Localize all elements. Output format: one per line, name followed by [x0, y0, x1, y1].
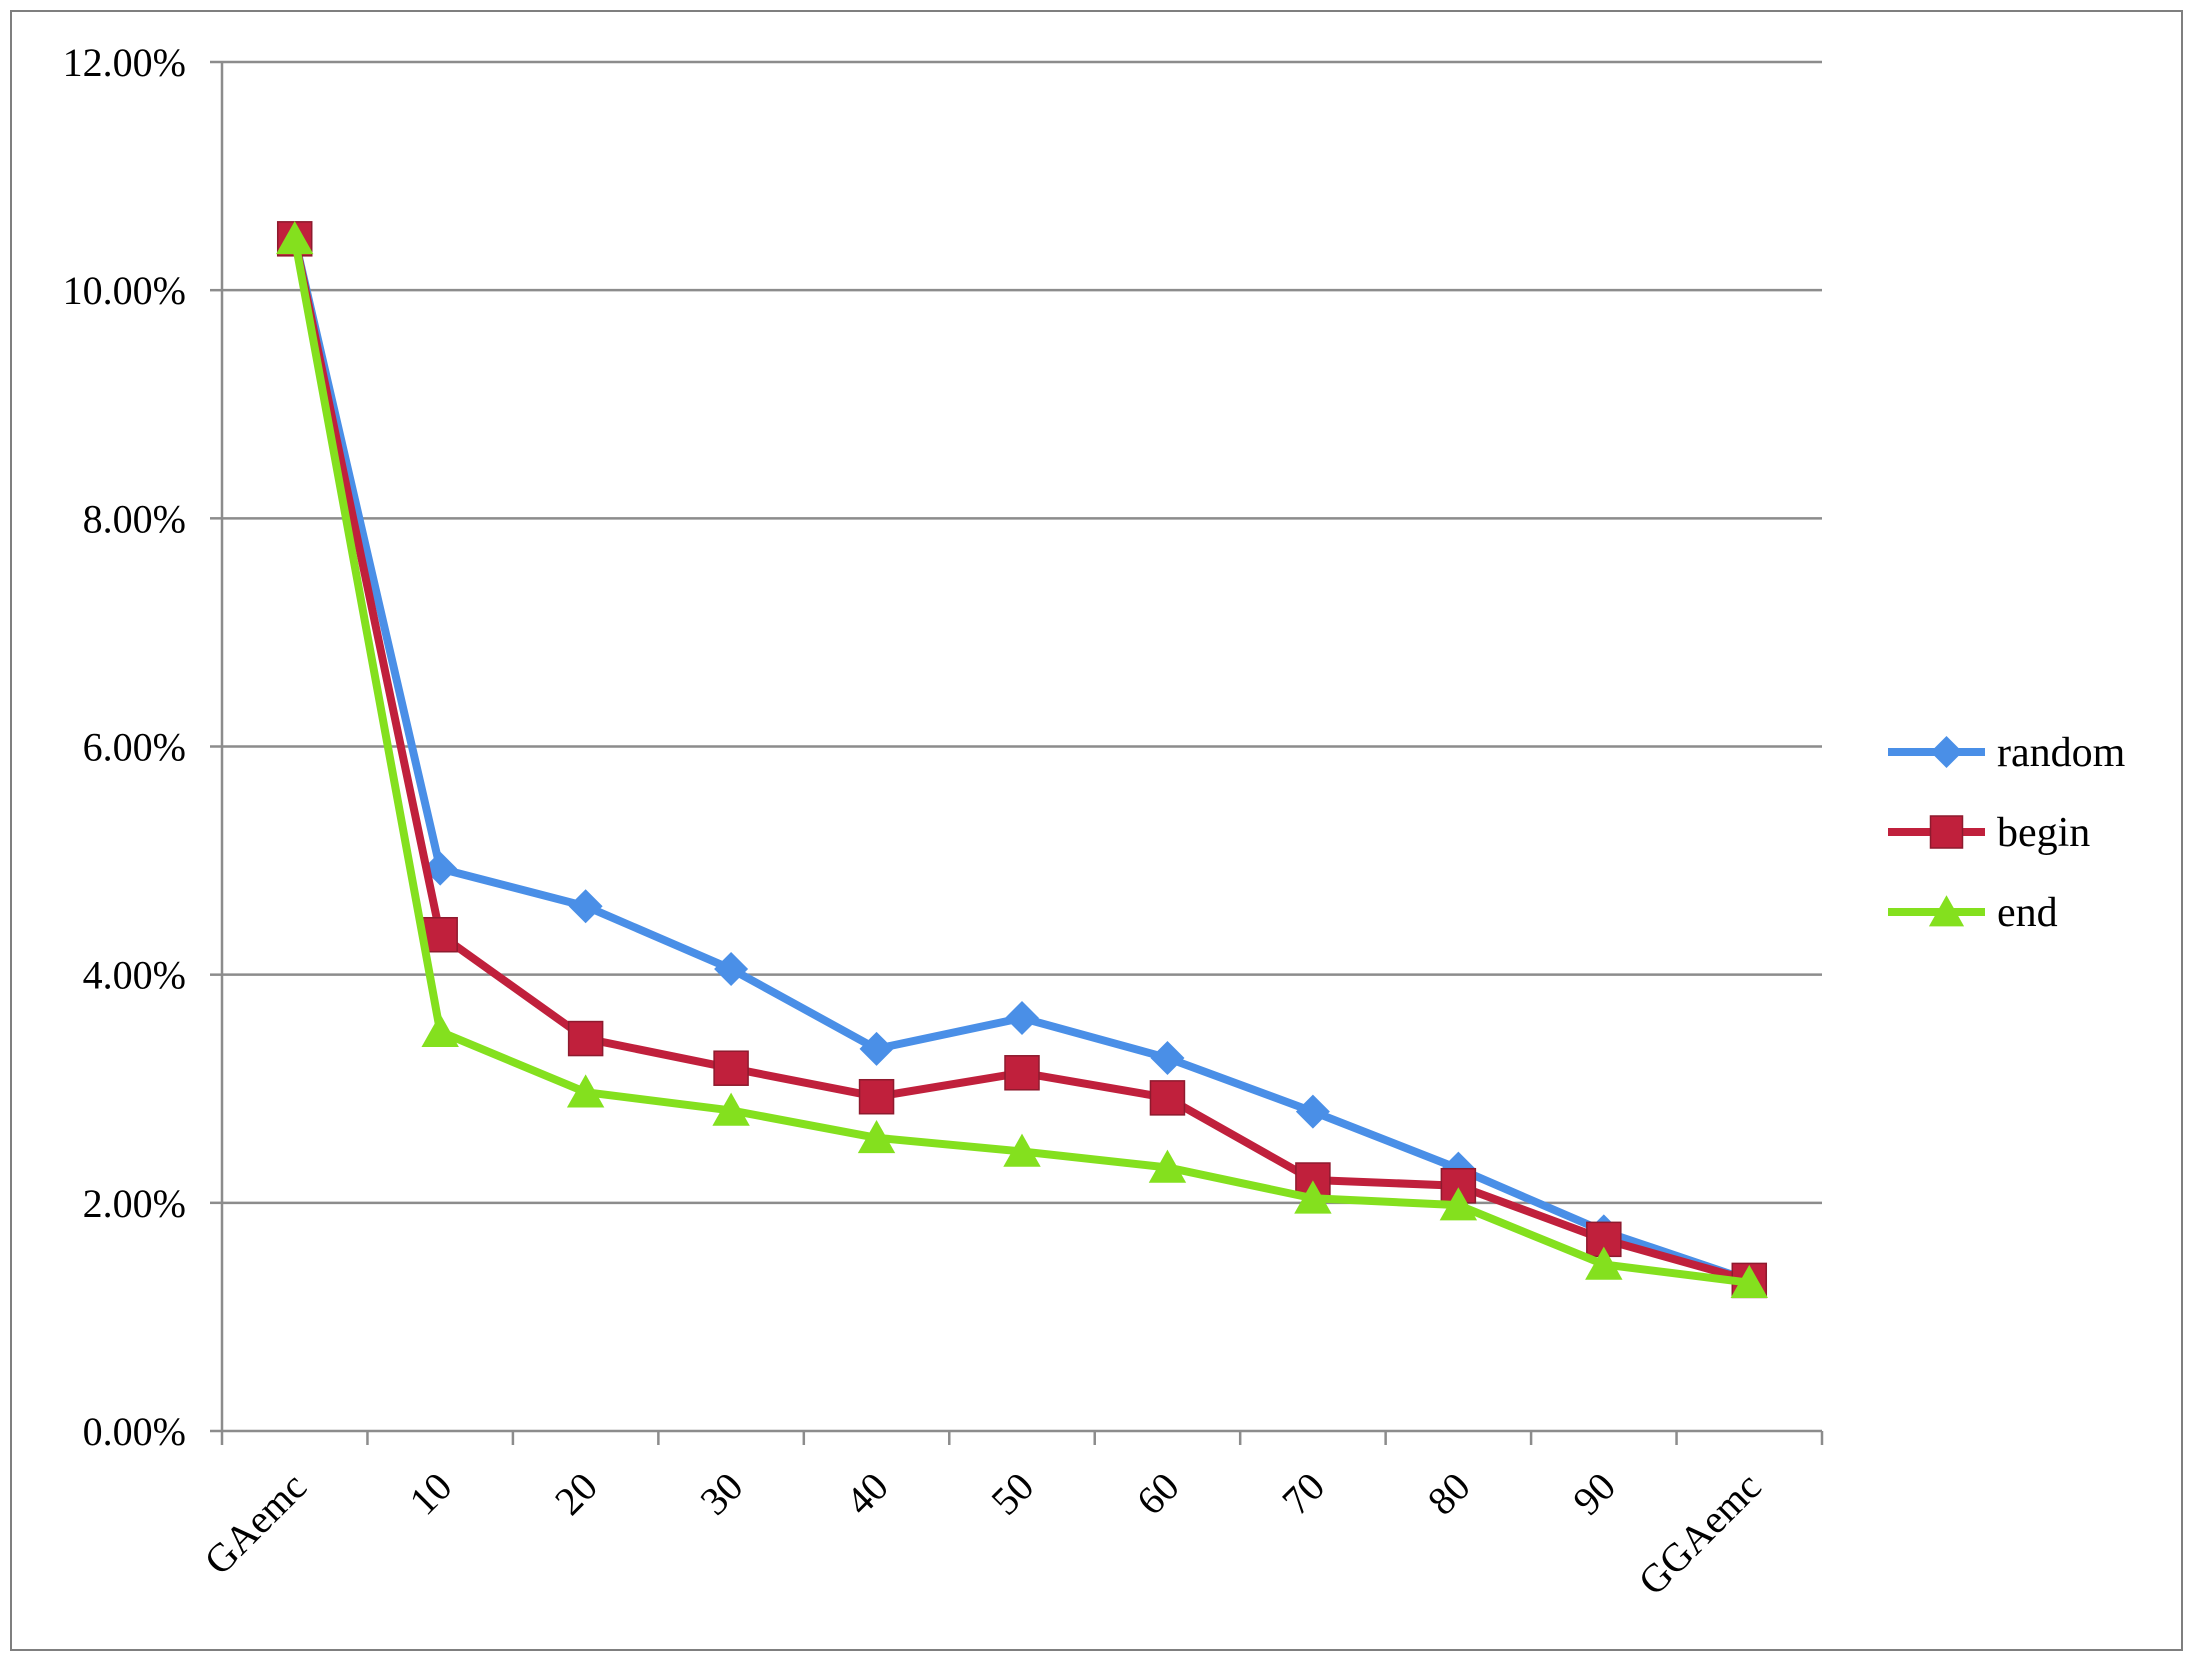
series-end: [276, 220, 1768, 1298]
y-tick-label: 2.00%: [83, 1181, 186, 1226]
y-tick-label: 8.00%: [83, 496, 186, 541]
random-point: [568, 889, 603, 924]
y-tick-label: 0.00%: [83, 1409, 186, 1454]
end-point: [276, 220, 314, 255]
random-point: [1295, 1094, 1330, 1129]
x-tick-label: 50: [982, 1464, 1042, 1524]
x-tick-label: 80: [1419, 1464, 1479, 1524]
begin-point: [1004, 1055, 1040, 1091]
end-point: [1730, 1264, 1768, 1298]
end-point: [1148, 1149, 1187, 1183]
series-line-random: [290, 237, 1751, 1285]
x-tick-label: 70: [1273, 1464, 1333, 1524]
end-point: [857, 1119, 896, 1154]
end-point: [566, 1074, 605, 1108]
begin-point: [1149, 1080, 1186, 1116]
axes: [210, 60, 1824, 1445]
legend-marker: [1929, 815, 1964, 849]
x-tick-label: 60: [1128, 1464, 1188, 1524]
x-tick-label: GAemc: [195, 1464, 315, 1584]
end-point: [1003, 1133, 1041, 1167]
x-tick-label: 30: [691, 1464, 751, 1524]
legend-item-random: random: [1888, 730, 2126, 776]
legend-label: random: [1997, 730, 2126, 776]
y-tick-label: 6.00%: [83, 725, 186, 770]
end-point: [712, 1092, 750, 1126]
random-point: [1150, 1040, 1185, 1075]
legend-item-end: end: [1888, 890, 2058, 936]
y-tick-label: 10.00%: [63, 268, 186, 313]
end-point: [421, 1013, 459, 1048]
y-tick-labels: 0.00% 2.00% 4.00% 6.00% 8.00% 10.00% 12.00%: [63, 40, 186, 1454]
legend-label: end: [1997, 890, 2058, 936]
x-tick-labels: GAemc 10 20 30 40 50 60 70 80 90 GGAemc: [195, 1464, 1769, 1604]
y-tick-label: 12.00%: [63, 40, 186, 85]
legend-label: begin: [1997, 810, 2090, 856]
begin-point: [422, 916, 458, 953]
legend-marker: [1930, 736, 1963, 768]
series-line-begin: [290, 238, 1751, 1285]
random-point: [714, 951, 749, 986]
begin-point: [567, 1020, 604, 1057]
series-begin: [276, 221, 1768, 1299]
random-point: [859, 1031, 894, 1066]
legend-marker: [1928, 895, 1965, 927]
x-tick-label: 20: [546, 1464, 606, 1524]
x-tick-label: 10: [400, 1464, 460, 1524]
random-point: [1005, 1001, 1039, 1036]
end-point: [1585, 1246, 1623, 1280]
begin-point: [858, 1078, 895, 1115]
series-lines: [276, 220, 1768, 1299]
begin-point: [713, 1050, 749, 1086]
x-tick-label: GGAemc: [1629, 1464, 1769, 1604]
chart-frame: [10, 10, 2183, 1651]
x-tick-label: 40: [837, 1464, 897, 1524]
legend: random begin end: [1888, 730, 2126, 936]
x-tick-label: 90: [1564, 1464, 1624, 1524]
end-point: [1439, 1187, 1478, 1221]
legend-item-begin: begin: [1888, 810, 2090, 856]
series-line-end: [290, 238, 1750, 1287]
end-point: [1294, 1180, 1332, 1214]
gridlines: [222, 60, 1822, 1205]
y-tick-label: 4.00%: [83, 953, 186, 998]
